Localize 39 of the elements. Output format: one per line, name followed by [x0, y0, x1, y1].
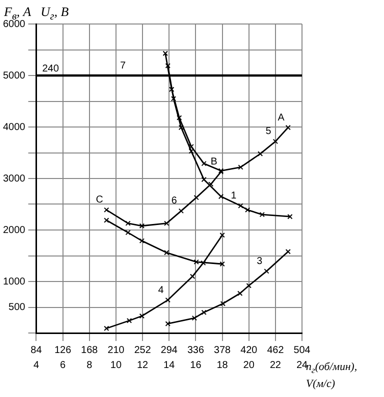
- annotation: 4: [158, 284, 164, 296]
- x2-tick-label: 24: [296, 360, 308, 371]
- x-tick-label: 504: [294, 344, 311, 356]
- y-tick-label: 4000: [2, 122, 26, 133]
- x-tick-label: 336: [187, 344, 204, 356]
- x2-tick-label: 8: [86, 360, 93, 371]
- x2-tick-label: 18: [216, 360, 228, 371]
- x2-tick-label: 4: [33, 360, 40, 371]
- annotation: 3: [256, 256, 263, 267]
- annotation: 7: [120, 60, 126, 72]
- x2-tick-label: 20: [243, 360, 255, 371]
- x-axis-title: n$_{г}$(об/мин), V(м/с): [306, 360, 358, 392]
- x2-tick-label: 6: [60, 360, 66, 371]
- x-tick-label: 126: [54, 344, 72, 356]
- annotation: 6: [171, 196, 178, 207]
- x2-tick-label: 22: [270, 360, 282, 371]
- x2-tick-label: 16: [190, 360, 202, 371]
- y-tick-label: 1000: [2, 276, 26, 288]
- x-tick-label: 84: [30, 344, 42, 356]
- x2-tick-label: 12: [136, 360, 149, 371]
- x2-tick-label: 14: [164, 360, 176, 371]
- annotation: 5: [266, 126, 272, 138]
- y-tick-label: 3000: [2, 173, 26, 184]
- x-tick-label: 294: [160, 344, 178, 356]
- annotation: 1: [230, 190, 237, 202]
- x-tick-label: 420: [240, 344, 258, 356]
- x-tick-label: 252: [134, 344, 152, 356]
- x2-tick-label: 10: [110, 360, 122, 371]
- y-tick-label: 500: [8, 302, 26, 313]
- annotation: C: [96, 194, 104, 206]
- annotation: 240: [42, 63, 60, 74]
- x-tick-label: 462: [267, 344, 284, 356]
- annotation: B: [210, 156, 218, 168]
- annotation: A: [278, 112, 285, 124]
- x-tick-label: 378: [214, 344, 232, 356]
- x-tick-label: 168: [81, 344, 98, 356]
- x-tick-label: 210: [108, 344, 125, 356]
- y-tick-label: 5000: [2, 70, 26, 82]
- y-tick-label: 2000: [2, 224, 26, 236]
